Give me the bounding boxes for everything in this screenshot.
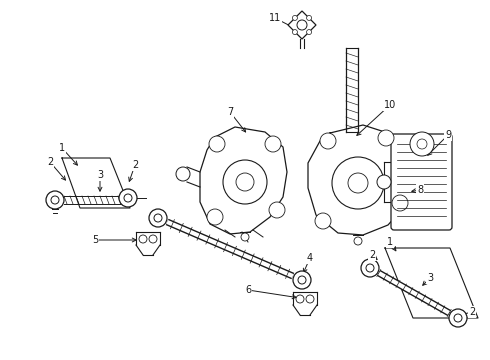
Circle shape — [269, 202, 285, 218]
Circle shape — [354, 237, 362, 245]
Circle shape — [392, 195, 408, 211]
Text: 2: 2 — [47, 157, 53, 167]
Circle shape — [297, 20, 307, 30]
Circle shape — [361, 259, 379, 277]
Circle shape — [348, 173, 368, 193]
Text: 4: 4 — [307, 253, 313, 263]
Text: 8: 8 — [417, 185, 423, 195]
Circle shape — [332, 157, 384, 209]
Circle shape — [46, 191, 64, 209]
Circle shape — [293, 30, 297, 35]
Circle shape — [378, 130, 394, 146]
Circle shape — [149, 235, 157, 243]
Text: 2: 2 — [469, 307, 475, 317]
Text: 5: 5 — [92, 235, 98, 245]
Text: 3: 3 — [97, 170, 103, 180]
Circle shape — [315, 213, 331, 229]
Text: 7: 7 — [227, 107, 233, 117]
Circle shape — [207, 209, 223, 225]
Circle shape — [265, 136, 281, 152]
Circle shape — [119, 189, 137, 207]
Circle shape — [307, 30, 312, 35]
Polygon shape — [288, 11, 316, 39]
FancyBboxPatch shape — [391, 134, 452, 230]
Circle shape — [124, 194, 132, 202]
Circle shape — [236, 173, 254, 191]
Circle shape — [139, 235, 147, 243]
Circle shape — [51, 196, 59, 204]
Circle shape — [154, 214, 162, 222]
Circle shape — [417, 139, 427, 149]
Text: 10: 10 — [384, 100, 396, 110]
Circle shape — [223, 160, 267, 204]
Circle shape — [293, 271, 311, 289]
Text: 1: 1 — [387, 237, 393, 247]
Circle shape — [293, 15, 297, 21]
Circle shape — [176, 167, 190, 181]
Circle shape — [454, 314, 462, 322]
Text: 3: 3 — [427, 273, 433, 283]
Text: 6: 6 — [245, 285, 251, 295]
Circle shape — [307, 15, 312, 21]
Circle shape — [377, 175, 391, 189]
Circle shape — [296, 295, 304, 303]
Circle shape — [241, 233, 249, 241]
Circle shape — [366, 264, 374, 272]
Circle shape — [449, 309, 467, 327]
Circle shape — [410, 132, 434, 156]
Text: 2: 2 — [132, 160, 138, 170]
Circle shape — [320, 133, 336, 149]
Text: 9: 9 — [445, 130, 451, 140]
Circle shape — [298, 276, 306, 284]
Circle shape — [209, 136, 225, 152]
Text: 11: 11 — [269, 13, 281, 23]
Text: 1: 1 — [59, 143, 65, 153]
Circle shape — [149, 209, 167, 227]
Text: 2: 2 — [369, 250, 375, 260]
Circle shape — [306, 295, 314, 303]
